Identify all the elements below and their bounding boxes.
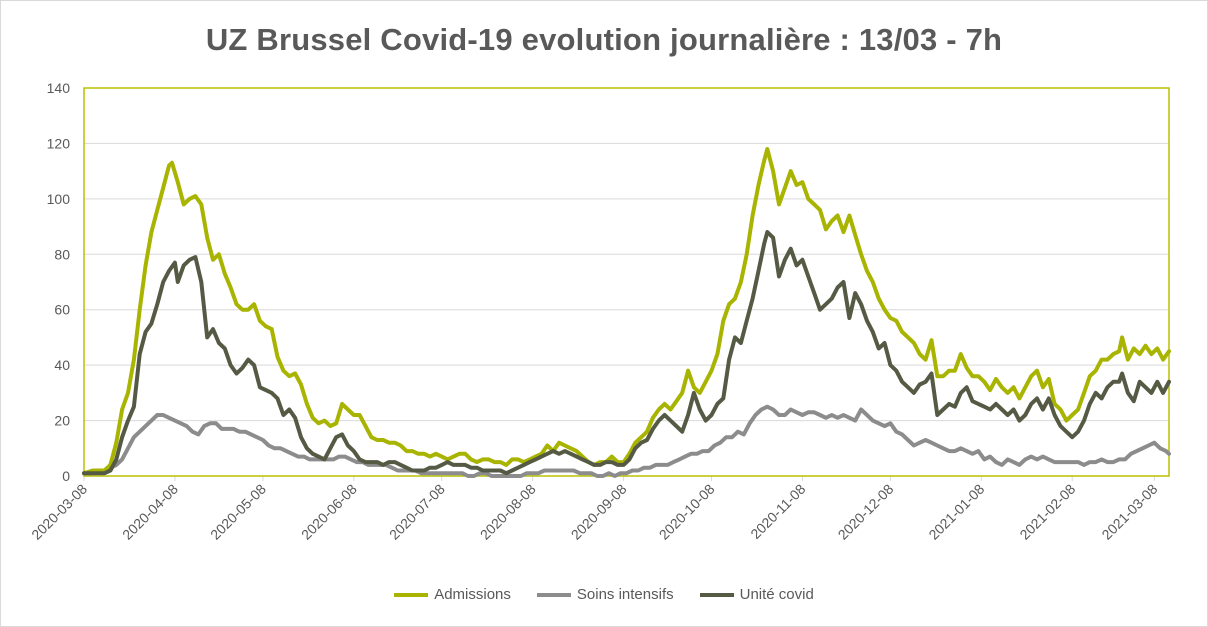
y-tick-label: 100 [47,191,71,207]
legend-swatch-admissions [394,592,429,597]
x-tick-label: 2020-12-08 [835,481,897,543]
x-tick-label: 2020-05-08 [207,481,269,543]
legend: Admissions Soins intensifs Unité covid [0,586,1208,603]
series-line-admissions [82,147,1171,476]
x-tick-label: 2021-02-08 [1016,481,1078,543]
y-tick-label: 20 [54,413,70,429]
y-tick-label: 60 [54,302,70,318]
y-tick-label: 0 [62,468,70,484]
x-tick-label: 2020-11-08 [747,481,808,542]
x-tick-label: 2020-08-08 [477,481,539,543]
y-axis-ticks: 0 20 40 60 80 100 120 140 [47,80,71,484]
series-line-soins-intensifs [82,404,1171,478]
x-tick-label: 2020-07-08 [386,481,448,543]
x-tick-label: 2020-04-08 [119,481,181,543]
chart-title: UZ Brussel Covid-19 evolution journalièr… [205,22,1003,57]
series-line-unit-covid [82,230,1171,476]
legend-swatch-unite-covid [699,592,734,597]
x-tick-label: 2020-10-08 [656,481,718,543]
legend-item-soins-intensifs: Soins intensifs [536,586,674,603]
x-tick-label: 2020-06-08 [298,481,360,543]
gridlines [84,142,1169,422]
series-lines [82,147,1171,478]
y-tick-label: 40 [54,357,70,373]
legend-label-unite-covid: Unité covid [739,586,814,603]
legend-label-admissions: Admissions [434,586,511,603]
legend-label-soins-intensifs: Soins intensifs [576,586,674,603]
legend-item-admissions: Admissions [394,586,511,603]
x-axis-ticks: 2020-03-08 2020-04-08 2020-05-08 2020-06-08… [28,476,1161,543]
y-tick-label: 140 [47,80,71,96]
y-tick-label: 80 [54,246,70,262]
y-tick-label: 120 [47,135,71,151]
legend-item-unite-covid: Unité covid [699,586,814,603]
x-tick-label: 2021-01-08 [925,481,987,543]
x-tick-label: 2020-09-08 [568,481,630,543]
x-tick-label: 2021-03-08 [1098,481,1160,543]
plot-area-border [83,87,1170,477]
x-tick-label: 2020-03-08 [28,481,90,543]
legend-swatch-soins-intensifs [536,592,571,597]
